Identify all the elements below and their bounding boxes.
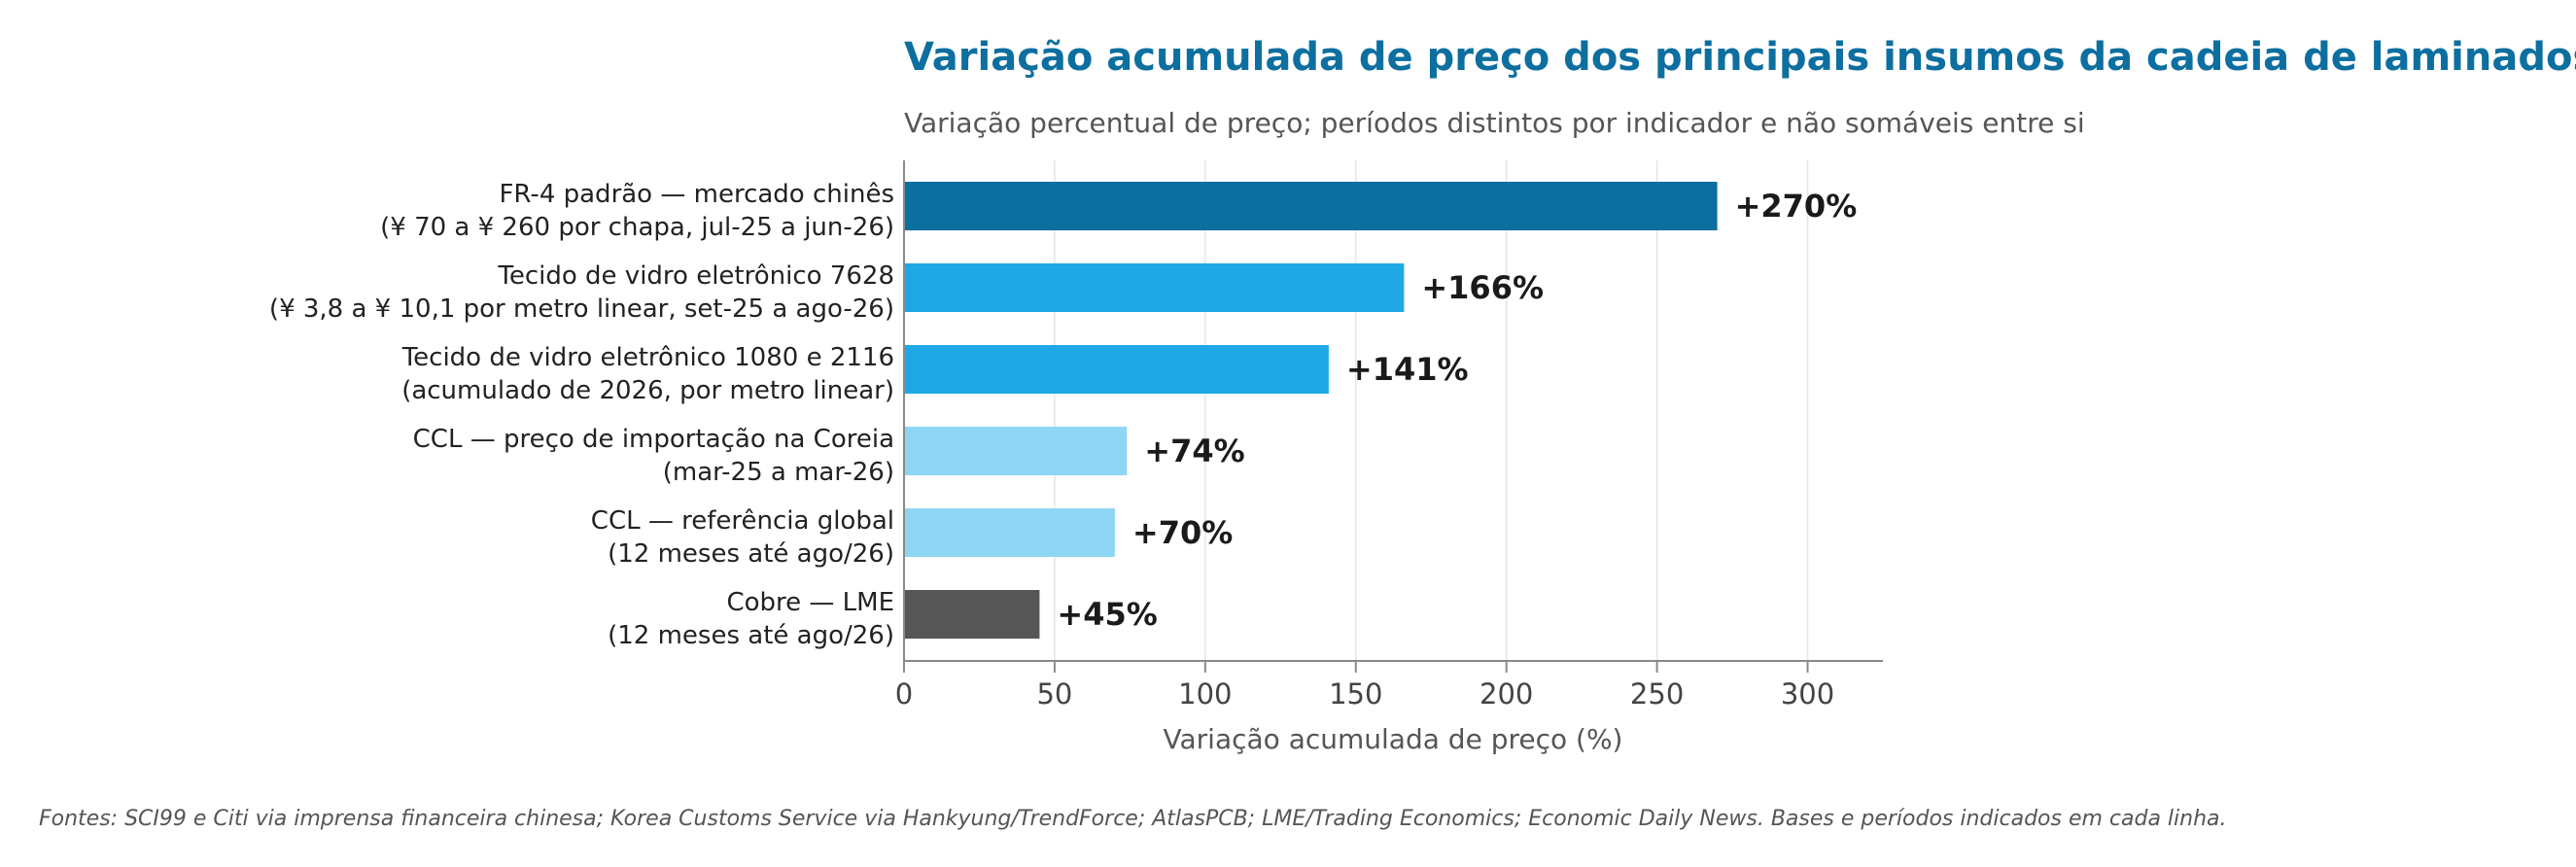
category-label: FR-4 padrão — mercado chinês (¥ 70 a ¥ 26… <box>380 180 894 242</box>
x-tick-label: 200 <box>1479 677 1533 711</box>
x-tick-label: 50 <box>1036 677 1072 711</box>
x-tick-label: 250 <box>1630 677 1684 711</box>
value-label: +45% <box>1057 596 1157 633</box>
bar <box>904 182 1718 230</box>
bar <box>904 427 1128 475</box>
bar <box>904 590 1040 639</box>
bar <box>904 508 1115 557</box>
value-label: +270% <box>1735 188 1858 225</box>
category-label: Tecido de vidro eletrônico 1080 e 2116 (a… <box>401 343 894 405</box>
value-label: +70% <box>1132 514 1233 551</box>
value-label: +141% <box>1346 351 1469 388</box>
x-axis-title: Variação acumulada de preço (%) <box>1164 723 1623 755</box>
bar <box>904 263 1405 312</box>
x-tick-label: 300 <box>1781 677 1834 711</box>
x-tick-label: 100 <box>1178 677 1232 711</box>
chart-subtitle: Variação percentual de preço; períodos d… <box>904 107 2085 139</box>
category-label: Cobre — LME (12 meses até ago/26) <box>608 588 894 650</box>
x-tick-label: 0 <box>895 677 913 711</box>
source-note: Fontes: SCI99 e Citi via imprensa financ… <box>39 807 2227 831</box>
value-label: +166% <box>1421 269 1544 306</box>
gridlines <box>1054 160 1809 661</box>
category-label: CCL — preço de importação na Coreia (mar-… <box>413 425 894 487</box>
bar <box>904 345 1329 394</box>
x-axis: 0 50 100 150 200 250 300 <box>895 160 1883 711</box>
x-tick-label: 150 <box>1329 677 1382 711</box>
category-labels: FR-4 padrão — mercado chinês (¥ 70 a ¥ 26… <box>269 180 894 650</box>
category-label: CCL — referência global (12 meses até ago… <box>591 506 894 569</box>
value-label: +74% <box>1144 433 1244 469</box>
chart-title: Variação acumulada de preço dos principa… <box>904 35 2576 80</box>
category-label: Tecido de vidro eletrônico 7628 (¥ 3,8 a … <box>269 261 894 324</box>
bars: +270% +166% +141% +74% +70% +45% <box>904 182 1857 639</box>
